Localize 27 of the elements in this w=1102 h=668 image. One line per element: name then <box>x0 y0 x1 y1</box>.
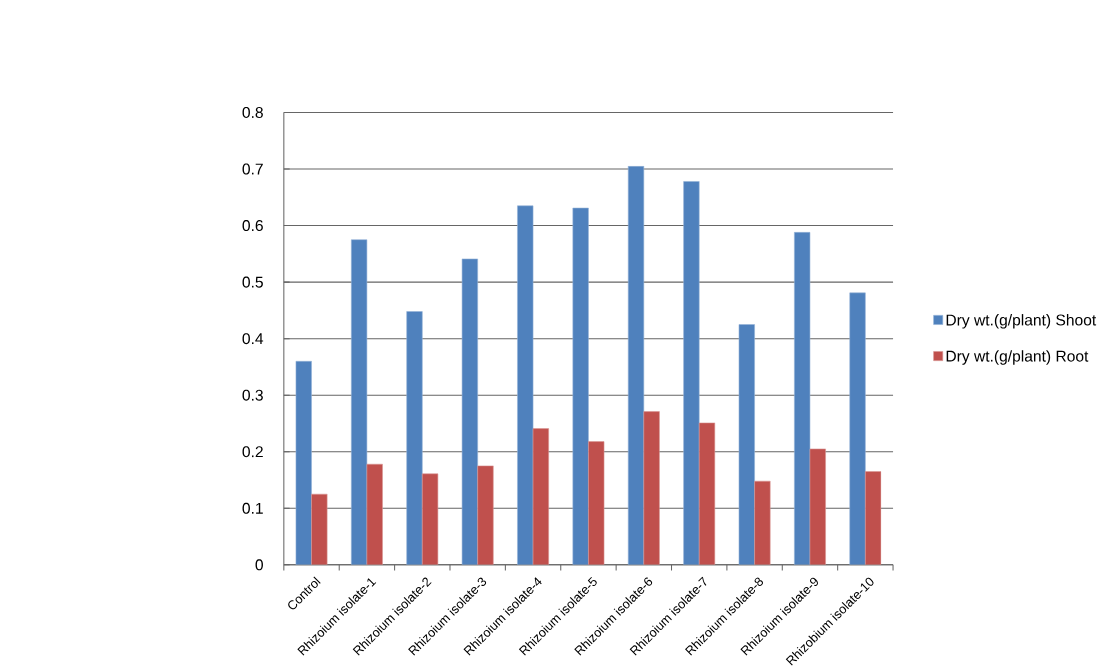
bar <box>683 181 700 565</box>
y-tick-label: 0.6 <box>242 220 263 232</box>
legend-label: Dry wt.(g/plant) Root <box>946 350 1089 365</box>
bar <box>588 441 605 565</box>
bar <box>517 205 534 565</box>
bar <box>572 207 589 565</box>
bar <box>754 480 771 565</box>
y-tick-label: 0.1 <box>242 502 263 514</box>
y-tick-label: 0.4 <box>242 333 264 345</box>
legend-label: Dry wt.(g/plant) Shoot <box>946 314 1097 329</box>
bar <box>809 448 826 565</box>
bar <box>532 428 549 565</box>
bar <box>406 311 423 565</box>
bar <box>422 473 439 565</box>
y-tick-label: 0.8 <box>242 106 263 119</box>
bar <box>865 471 882 565</box>
bar <box>643 411 660 565</box>
y-tick-label: 0.3 <box>242 389 263 401</box>
y-tick-label: 0.5 <box>242 276 263 288</box>
bar <box>311 493 328 565</box>
bar <box>477 465 494 565</box>
bar <box>849 292 866 565</box>
bar <box>366 463 383 565</box>
y-tick-label: 0.7 <box>242 163 263 175</box>
bar <box>698 422 716 565</box>
y-tick-label: 0 <box>255 559 263 571</box>
y-tick-label: 0.2 <box>242 446 263 458</box>
